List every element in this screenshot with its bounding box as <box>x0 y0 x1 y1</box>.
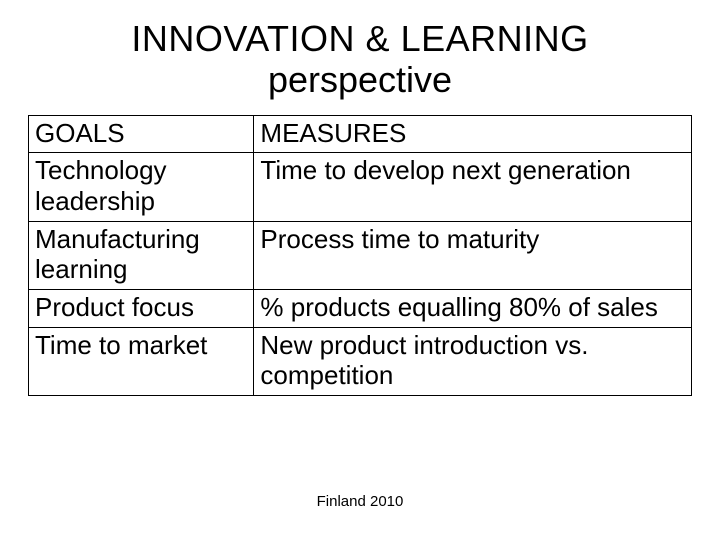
title-line-1: INNOVATION & LEARNING <box>131 18 588 59</box>
perspective-table: GOALS MEASURES Technology leadership Tim… <box>28 115 692 396</box>
table-row: Technology leadership Time to develop ne… <box>29 153 692 221</box>
cell-measures: Time to develop next generation <box>254 153 692 221</box>
cell-goals: Time to market <box>29 327 254 395</box>
cell-goals: Product focus <box>29 290 254 328</box>
table-row: Manufacturing learning Process time to m… <box>29 221 692 289</box>
cell-measures-header: MEASURES <box>254 115 692 153</box>
cell-goals-header: GOALS <box>29 115 254 153</box>
cell-measures: % products equalling 80% of sales <box>254 290 692 328</box>
table-row: Product focus % products equalling 80% o… <box>29 290 692 328</box>
footer-text: Finland 2010 <box>0 493 720 510</box>
cell-measures: New product introduction vs. competition <box>254 327 692 395</box>
slide-title: INNOVATION & LEARNING perspective <box>28 18 692 101</box>
slide: INNOVATION & LEARNING perspective GOALS … <box>0 0 720 540</box>
cell-goals: Manufacturing learning <box>29 221 254 289</box>
table-row: Time to market New product introduction … <box>29 327 692 395</box>
cell-measures: Process time to maturity <box>254 221 692 289</box>
cell-goals: Technology leadership <box>29 153 254 221</box>
table-row: GOALS MEASURES <box>29 115 692 153</box>
title-line-2: perspective <box>268 59 452 100</box>
